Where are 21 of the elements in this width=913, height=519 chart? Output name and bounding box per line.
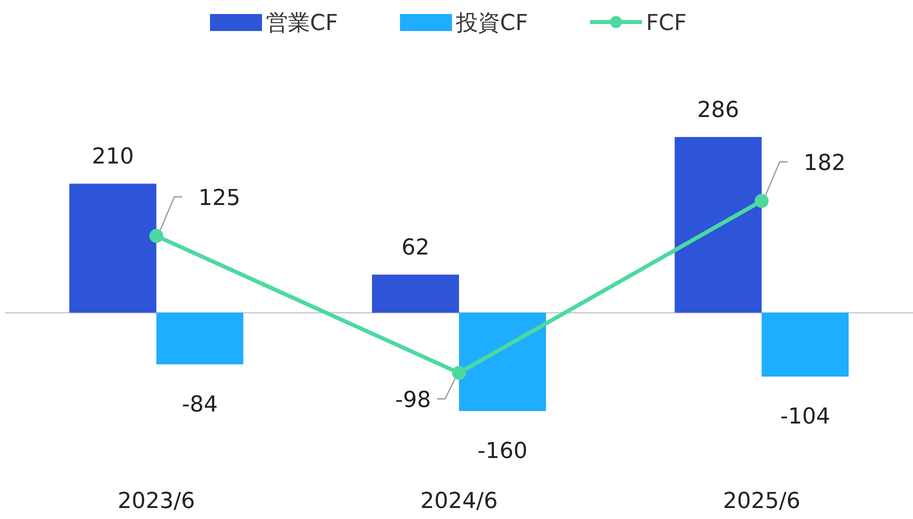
legend-label: 投資CF (455, 11, 528, 36)
legend-label: 営業CF (266, 11, 338, 36)
bar (69, 184, 156, 313)
bar (156, 312, 244, 364)
x-tick-label: 2023/6 (118, 489, 196, 514)
data-label: 210 (92, 144, 134, 170)
data-label: 182 (804, 150, 846, 176)
data-label: 286 (697, 98, 740, 123)
legend-label: FCF (646, 11, 687, 36)
bar (674, 137, 762, 313)
data-label: -104 (780, 404, 830, 430)
bar (372, 274, 459, 313)
data-label: -84 (182, 392, 218, 418)
data-label: -98 (395, 388, 431, 413)
data-label: -160 (478, 439, 528, 464)
bar (762, 312, 849, 377)
x-tick-label: 2024/6 (420, 489, 498, 514)
bar (459, 312, 546, 411)
data-label: 125 (198, 186, 240, 211)
x-tick-label: 2025/6 (722, 489, 800, 514)
data-label: 62 (402, 236, 430, 261)
